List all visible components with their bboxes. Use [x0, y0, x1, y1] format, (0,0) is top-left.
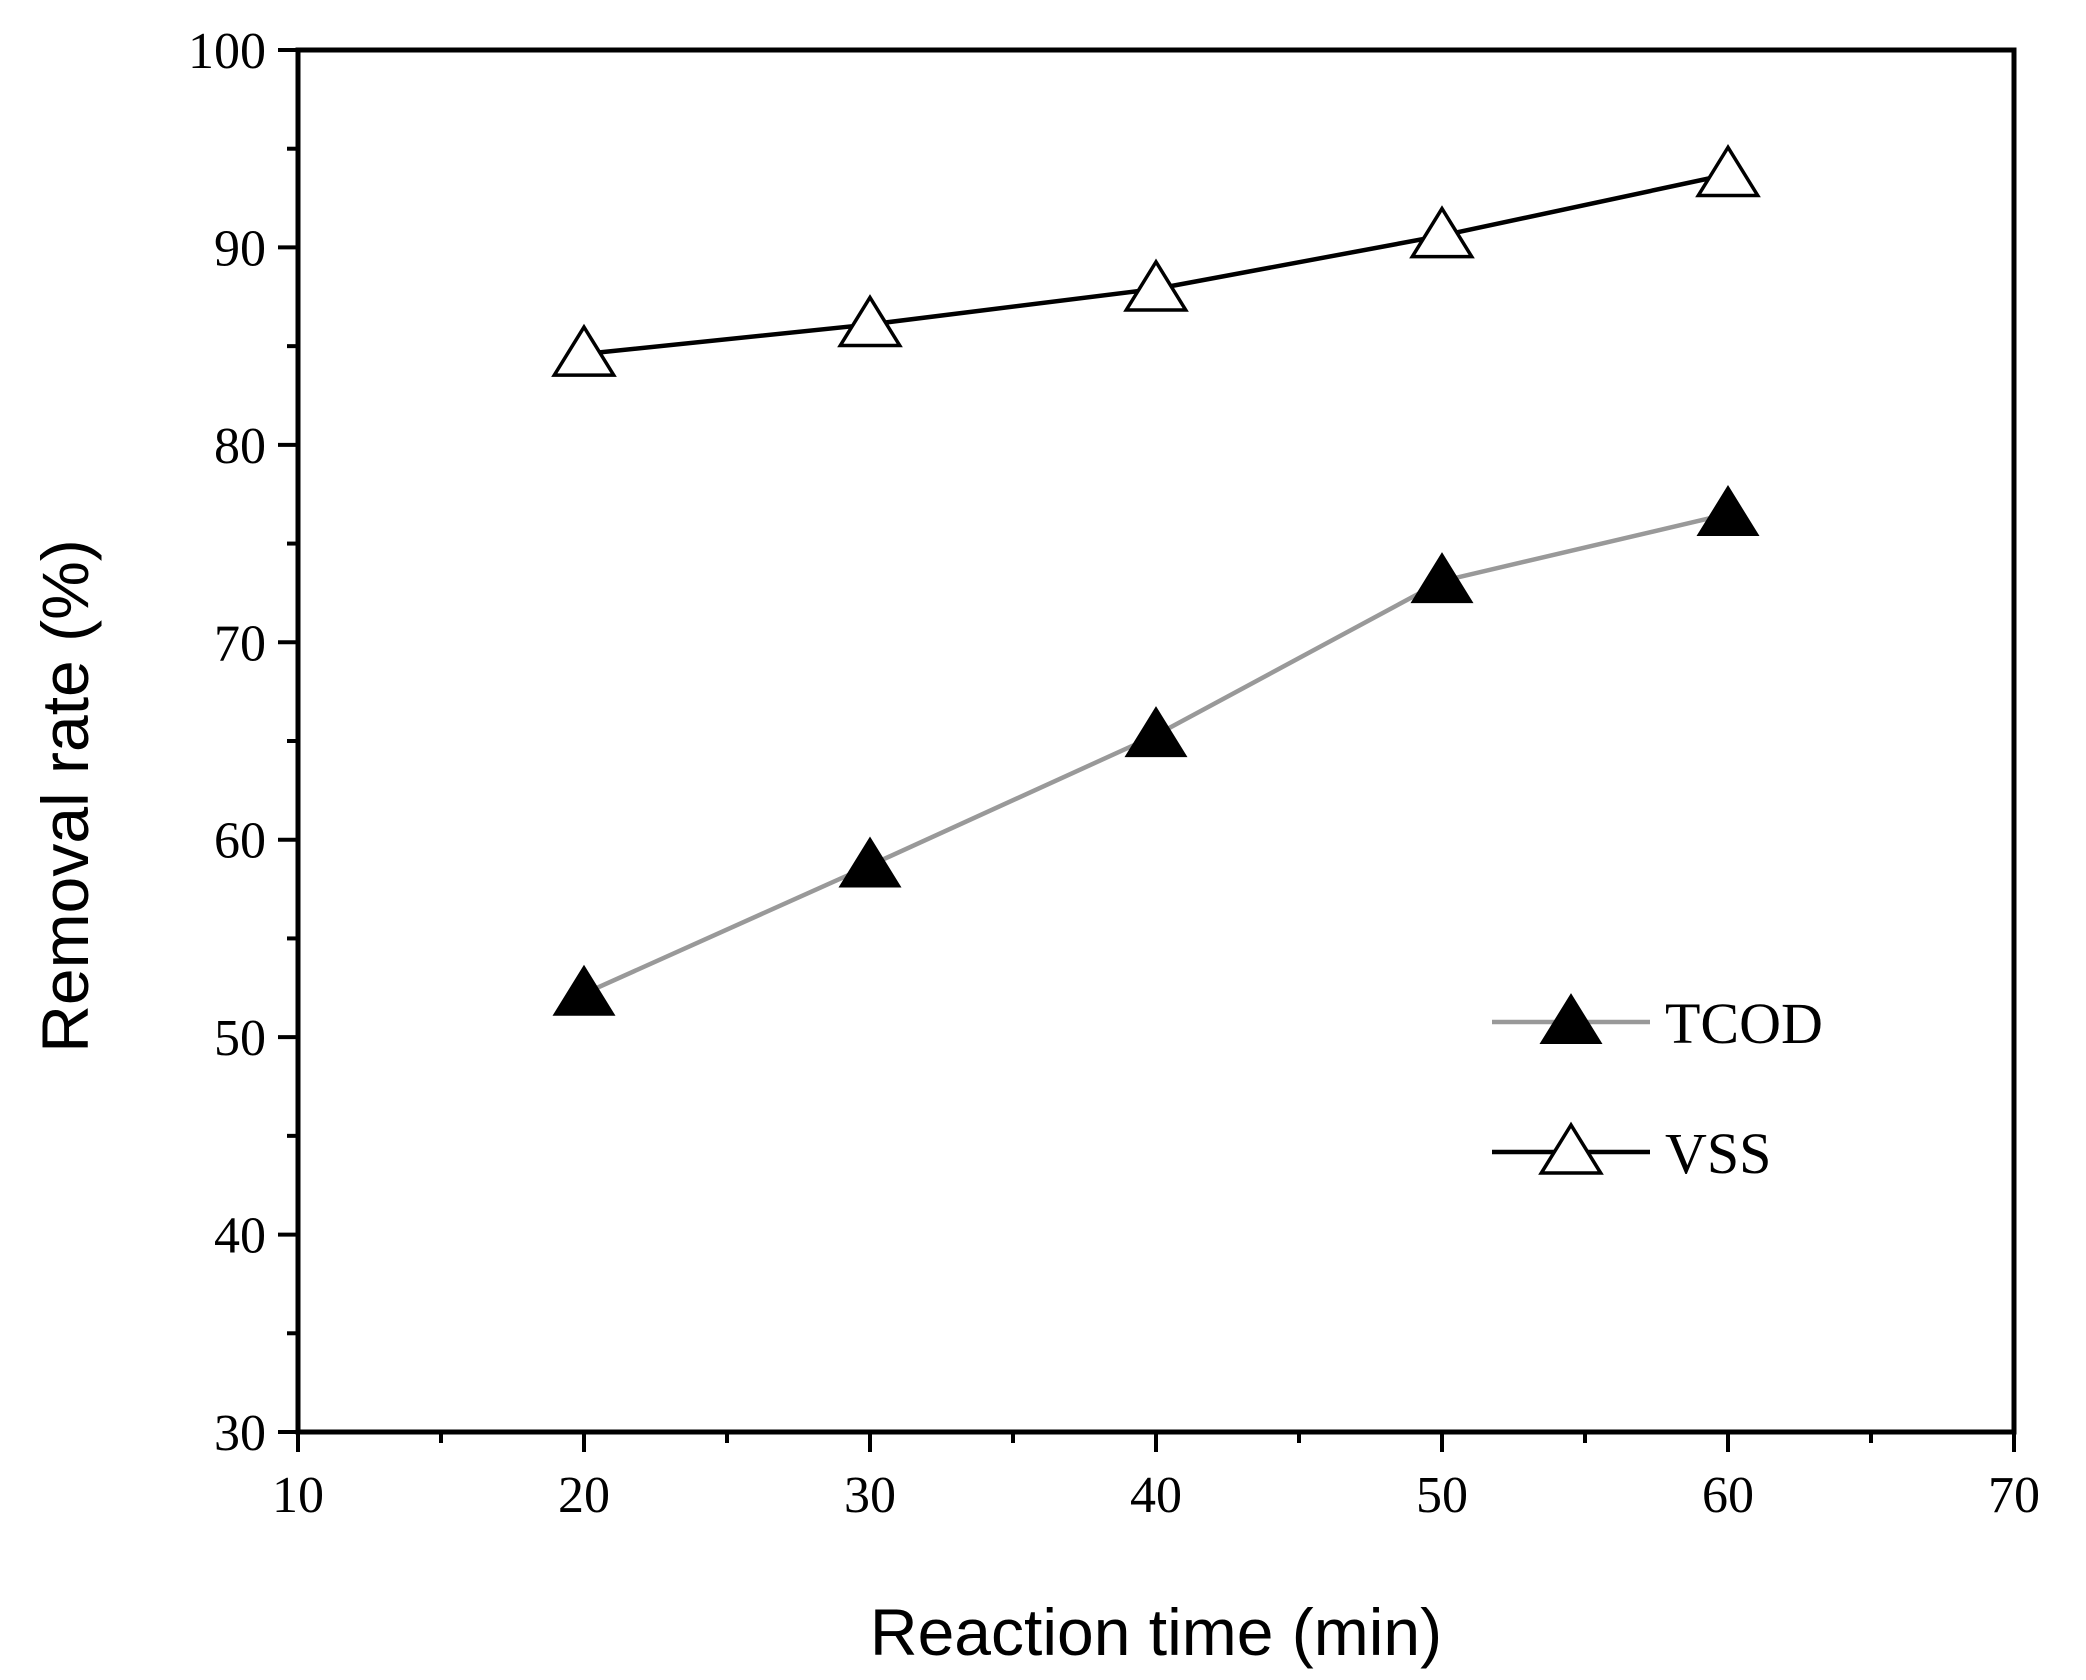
- y-tick-label: 100: [188, 23, 266, 80]
- legend-label: TCOD: [1665, 991, 1823, 1056]
- data-point-vss: [1409, 205, 1475, 259]
- data-point-tcod: [838, 836, 902, 888]
- y-tick-label: 40: [214, 1208, 266, 1265]
- data-point-tcod: [1696, 485, 1760, 537]
- x-axis-title: Reaction time (min): [870, 1595, 1442, 1669]
- y-axis-title: Removal rate (%): [28, 539, 102, 1052]
- x-tick-label: 70: [1988, 1467, 2040, 1524]
- data-point-vss: [1695, 144, 1761, 198]
- y-tick-label: 70: [214, 615, 266, 672]
- legend-marker: [1538, 1121, 1604, 1175]
- y-tick-label: 60: [214, 813, 266, 870]
- y-tick-label: 50: [214, 1010, 266, 1067]
- x-tick-label: 30: [844, 1467, 896, 1524]
- x-tick-label: 10: [272, 1467, 324, 1524]
- y-tick-label: 80: [214, 418, 266, 475]
- x-tick-label: 60: [1702, 1467, 1754, 1524]
- x-tick-label: 50: [1416, 1467, 1468, 1524]
- x-tick-label: 40: [1130, 1467, 1182, 1524]
- legend-item-tcod: TCOD: [1492, 991, 1823, 1056]
- tick-labels-layer: 10 20 30 40 50 60 70 30 40 50 60 70 80 90 100: [188, 23, 2040, 1524]
- ticks-layer: [278, 48, 2016, 1452]
- legend: TCOD VSS: [1492, 991, 1823, 1186]
- series-layer: [551, 144, 1761, 1016]
- data-point-tcod: [1410, 552, 1474, 604]
- series-vss: [551, 144, 1761, 377]
- data-point-tcod: [552, 964, 616, 1016]
- legend-item-vss: VSS: [1492, 1121, 1771, 1186]
- x-tick-label: 20: [558, 1467, 610, 1524]
- data-point-tcod: [1124, 706, 1188, 758]
- data-point-vss: [837, 294, 903, 348]
- y-tick-label: 90: [214, 220, 266, 277]
- y-tick-label: 30: [214, 1405, 266, 1462]
- legend-label: VSS: [1665, 1121, 1771, 1186]
- data-point-vss: [1123, 258, 1189, 312]
- legend-marker: [1539, 993, 1603, 1045]
- data-point-vss: [551, 323, 617, 377]
- series-tcod: [552, 485, 1760, 1016]
